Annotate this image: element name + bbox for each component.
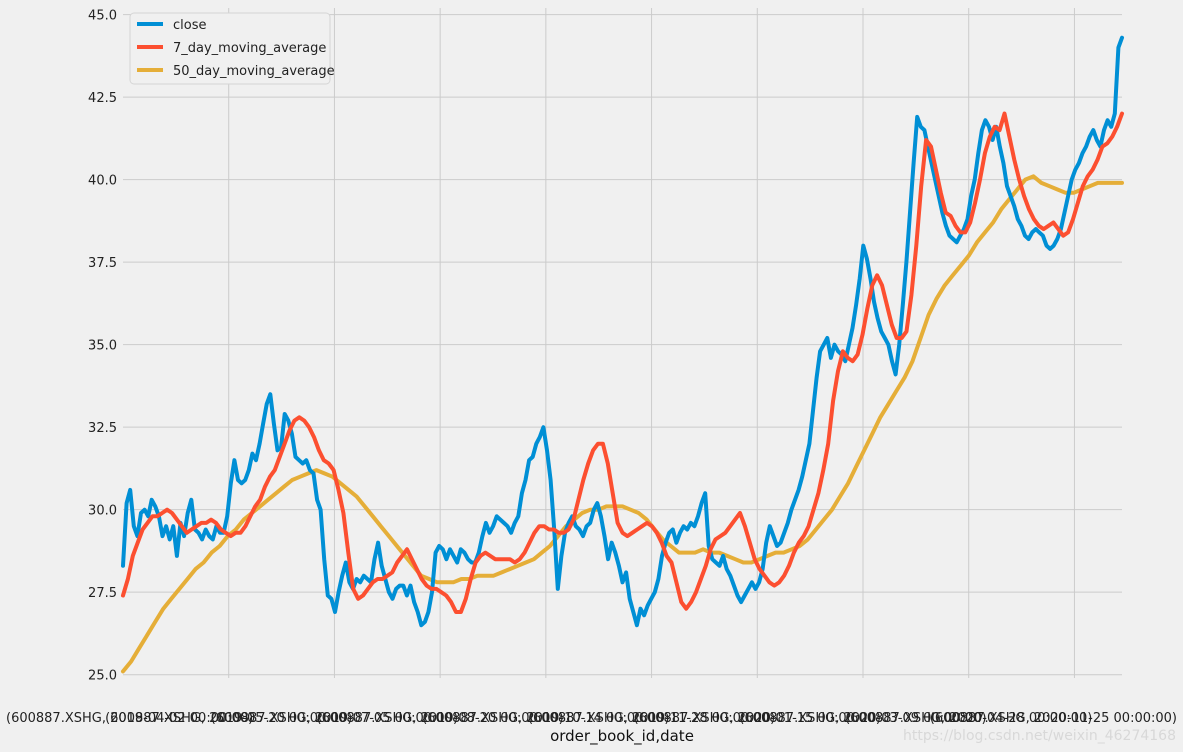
x-tick-label: (600887.XSHG, 2019-04-02 00:00:00) xyxy=(6,711,253,726)
legend-box xyxy=(129,12,331,85)
x-tick-label: (600887.XSHG, 2020-01-15 00:00:00) xyxy=(634,711,881,726)
y-tick-label: 27.5 xyxy=(88,586,117,601)
legend-entry: 7_day_moving_average xyxy=(173,41,326,56)
y-tick-label: 32.5 xyxy=(88,421,117,436)
y-axis-ticks: 25.0 27.5 30.0 32.5 35.0 37.5 40.0 42.5 45.0 xyxy=(88,9,117,684)
x-axis-label: order_book_id,date xyxy=(550,727,694,746)
y-tick-label: 42.5 xyxy=(88,91,117,106)
y-tick-label: 30.0 xyxy=(88,504,117,519)
y-tick-label: 45.0 xyxy=(88,9,117,24)
legend-entry: 50_day_moving_average xyxy=(173,64,335,79)
y-tick-label: 40.0 xyxy=(88,174,117,189)
x-tick-label: (600887.XSHG, 2020-03-09 00:00:00) xyxy=(739,711,986,726)
x-tick-label: (600887.XSHG, 2020-04-28 00:00:00) xyxy=(845,711,1092,726)
x-tick-label: (600887.XSHG, 2019-10-14 00:00:00) xyxy=(422,711,669,726)
x-tick-label: (600887.XSHG, 2019-07-05 00:00:00) xyxy=(211,711,458,726)
y-tick-label: 35.0 xyxy=(88,339,117,354)
series-line-close xyxy=(121,35,1124,628)
x-tick-label: (600887.XSHG, 2020-11-25 00:00:00) xyxy=(930,711,1177,726)
legend-entry: close xyxy=(173,18,206,33)
legend: close 7_day_moving_average 50_day_moving_a… xyxy=(129,12,335,85)
series-line-50-day-moving-average xyxy=(121,174,1124,674)
x-tick-label: (600887.XSHG, 2019-08-20 00:00:00) xyxy=(317,711,564,726)
watermark: https://blog.csdn.net/weixin_46274168 xyxy=(903,728,1176,744)
series-line-7-day-moving-average xyxy=(121,111,1124,614)
y-tick-label: 25.0 xyxy=(88,669,117,684)
series-lines xyxy=(121,35,1124,674)
x-axis-ticks: (600887.XSHG, 2019-04-02 00:00:00)(60088… xyxy=(6,711,1177,726)
y-tick-label: 37.5 xyxy=(88,256,117,271)
plot-area xyxy=(123,8,1122,678)
x-tick-label: (600887.XSHG, 2019-05-20 00:00:00) xyxy=(105,711,352,726)
x-tick-label: (600887.XSHG, 2019-11-28 00:00:00) xyxy=(528,711,775,726)
